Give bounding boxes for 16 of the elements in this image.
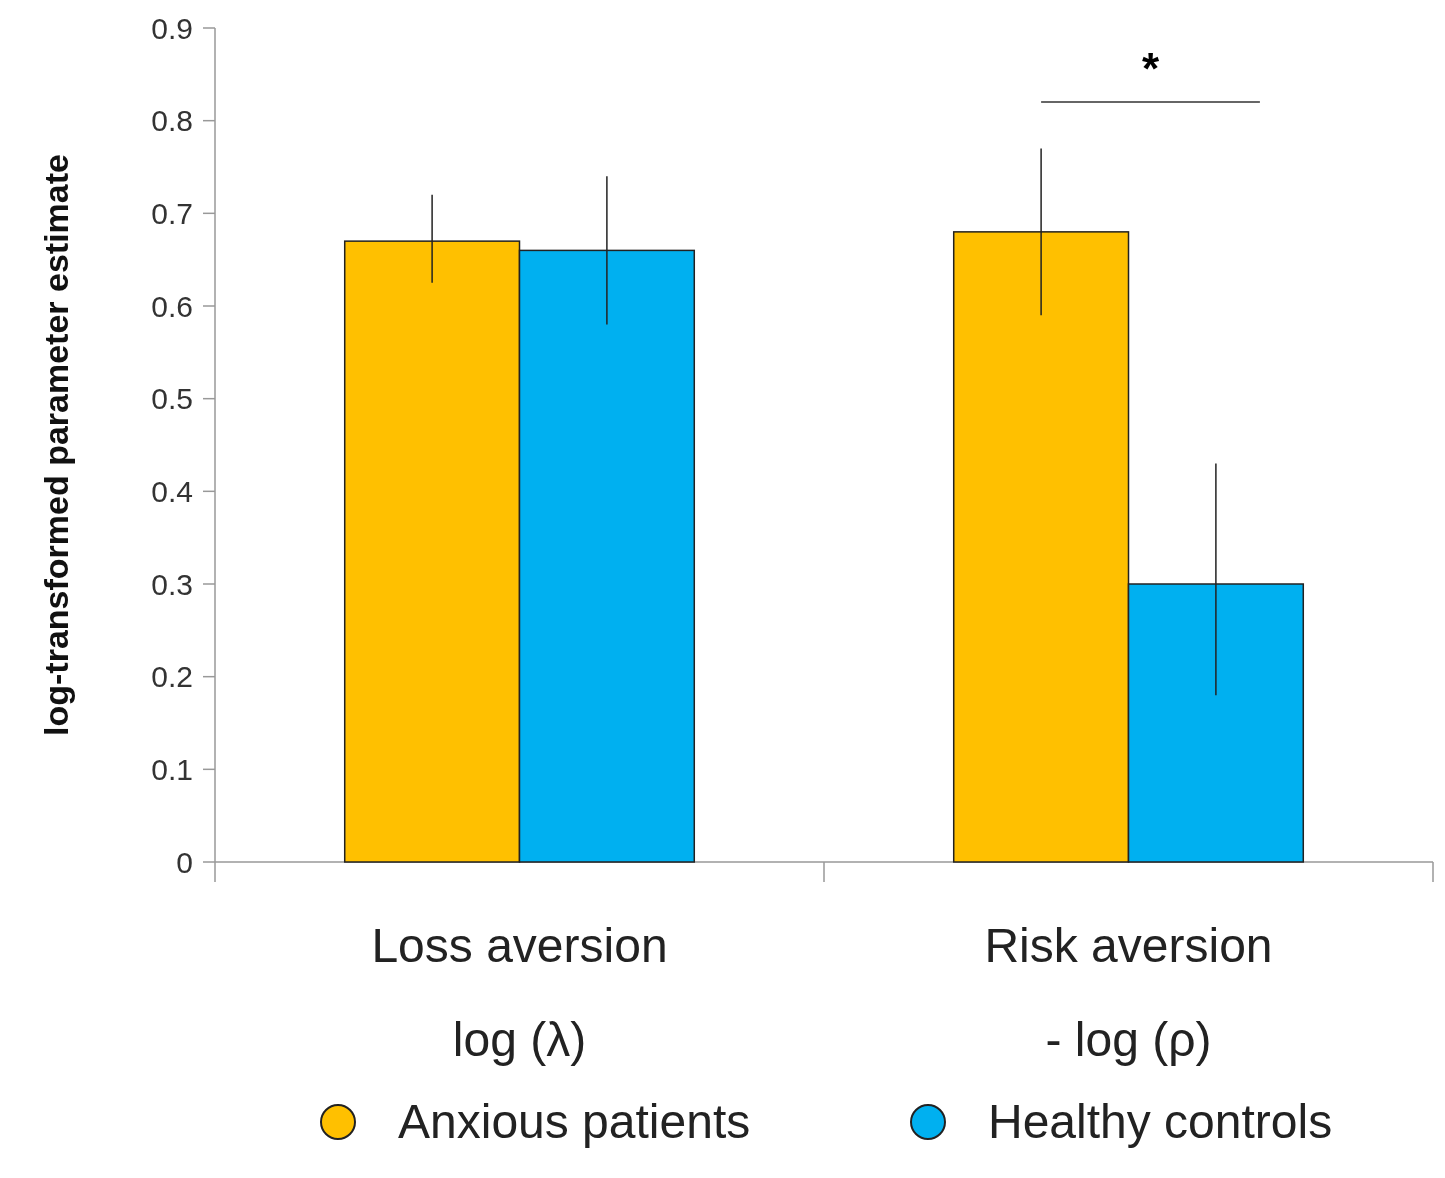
annotation: * xyxy=(1141,44,1160,93)
legend-label: Anxious patients xyxy=(398,1095,751,1148)
y-tick-label: 0.6 xyxy=(151,289,193,323)
y-tick-label: 0.2 xyxy=(151,660,193,694)
y-tick-label: 0 xyxy=(176,845,193,879)
legend-label: Healthy controls xyxy=(988,1095,1333,1148)
x-tick-label: Risk aversion - log (ρ) xyxy=(984,919,1273,1066)
y-tick-label: 0.9 xyxy=(151,11,193,45)
y-axis-title: log-transformed parameter estimate xyxy=(37,154,75,736)
x-tick-label: Loss aversion log (λ) xyxy=(371,919,668,1066)
y-tick-label: 0.5 xyxy=(151,382,193,416)
y-tick-label: 0.4 xyxy=(151,474,193,508)
y-tick-label: 0.8 xyxy=(151,104,193,138)
y-tick-label: 0.1 xyxy=(151,752,193,786)
y-tick-label: 0.7 xyxy=(151,196,193,230)
y-tick-label: 0.3 xyxy=(151,567,193,601)
